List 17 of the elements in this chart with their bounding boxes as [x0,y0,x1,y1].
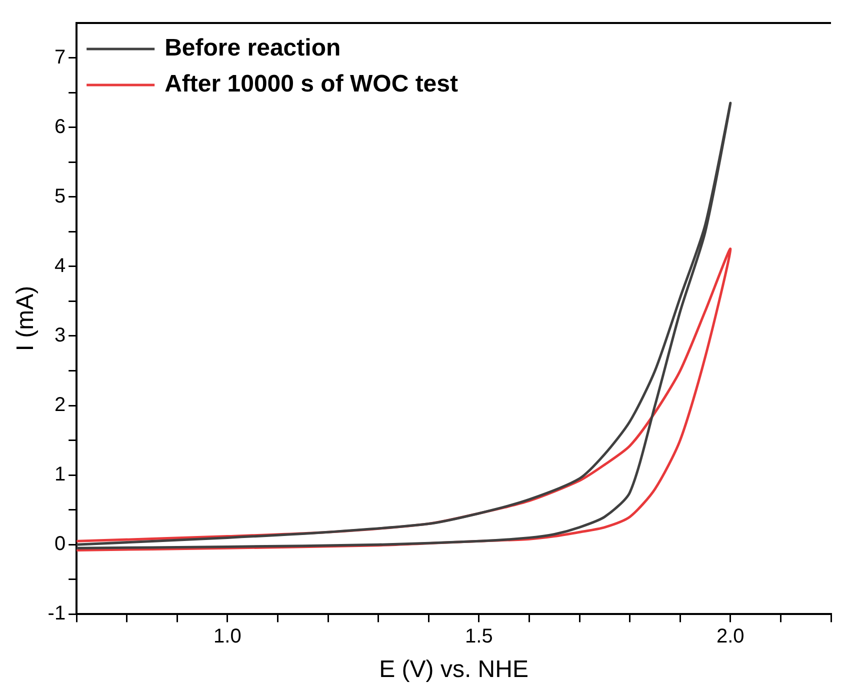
y-tick-label: 0 [54,533,66,556]
y-tick-label: 3 [54,324,66,347]
y-axis-title: I (mA) [12,286,40,352]
y-tick-label: 5 [54,185,66,208]
x-tick-label: 1.0 [214,626,242,648]
x-axis-title: E (V) vs. NHE [379,656,528,684]
y-tick-label: 6 [54,116,66,138]
y-tick-label: 7 [54,46,66,68]
y-tick-label: 2 [54,394,66,416]
line-series [76,102,732,550]
legend-label: After 10000 s of WOC test [164,70,458,98]
x-tick-label: 1.5 [465,626,493,648]
y-tick-label: 1 [54,464,66,486]
x-tick-label: 2.0 [716,626,744,648]
legend-label: Before reaction [164,34,341,62]
y-tick-label: 4 [54,254,66,277]
y-tick-label: -1 [48,602,66,625]
